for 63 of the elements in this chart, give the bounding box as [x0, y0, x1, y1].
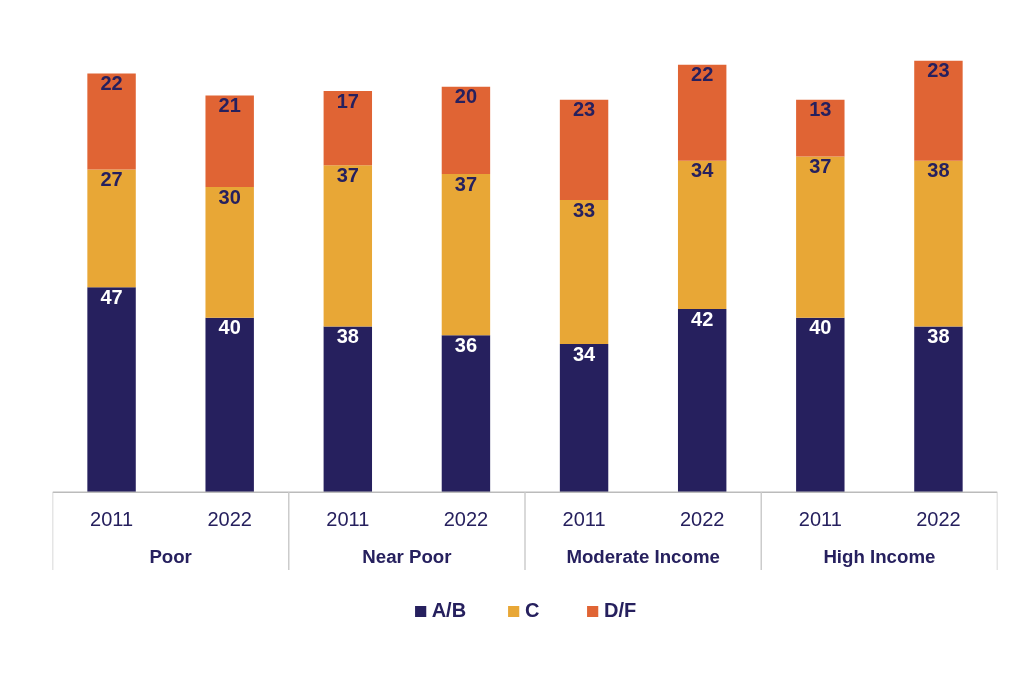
bar [559, 344, 609, 493]
bar [87, 169, 136, 288]
x-tick-label: 2011 [90, 508, 134, 531]
x-tick-label: 2011 [326, 508, 370, 531]
bar [796, 156, 845, 318]
text: High Income [823, 545, 936, 567]
bar [914, 160, 963, 327]
text: Poor [149, 545, 192, 567]
bar [677, 160, 727, 310]
data-label: 13 [809, 98, 832, 121]
bar [914, 326, 963, 493]
bar [323, 91, 373, 166]
bar [323, 165, 373, 327]
bar [205, 95, 254, 187]
bar [559, 200, 609, 345]
x-tick-label: 2011 [798, 508, 842, 531]
data-label: 40 [218, 316, 241, 339]
text: Moderate Income [566, 545, 720, 567]
bar [441, 173, 491, 336]
data-label: 23 [927, 59, 950, 82]
bar [323, 326, 373, 493]
x-tick-label: 2011 [562, 508, 606, 531]
bar [677, 309, 727, 493]
data-label: 40 [809, 316, 832, 339]
legend-label: C [525, 599, 541, 622]
data-label: 37 [454, 172, 478, 195]
data-label: 47 [100, 285, 123, 308]
data-label: 38 [927, 325, 950, 348]
data-label: 42 [691, 307, 714, 330]
data-label: 23 [572, 98, 596, 121]
data-label: 33 [572, 198, 596, 221]
bar [441, 335, 491, 493]
bar [205, 317, 254, 493]
bar [559, 99, 609, 201]
data-label: 38 [927, 159, 950, 182]
bar [441, 86, 491, 174]
data-label: 20 [454, 85, 478, 108]
legend-label: D/F [604, 599, 637, 622]
data-label: 22 [100, 72, 123, 95]
bar [914, 60, 963, 161]
x-tick-label: 2022 [916, 508, 961, 531]
bar [87, 287, 136, 493]
x-tick-label: 2022 [443, 508, 489, 531]
legend-label: A/B [431, 599, 467, 622]
bar [205, 186, 254, 318]
data-label: 34 [691, 159, 715, 182]
data-label: 37 [809, 155, 832, 178]
bar [796, 317, 845, 493]
data-label: 21 [218, 93, 241, 116]
bar [796, 99, 845, 157]
data-label: 37 [336, 163, 359, 186]
data-label: 34 [572, 342, 597, 365]
x-tick-label: 2022 [679, 508, 725, 531]
data-label: 30 [218, 185, 241, 208]
bar [87, 73, 136, 170]
data-label: 17 [336, 89, 359, 112]
x-tick-label: 2022 [207, 508, 252, 531]
data-label: 27 [100, 168, 123, 191]
bar [677, 64, 727, 161]
data-label: 36 [454, 333, 478, 356]
data-label: 38 [336, 325, 359, 348]
data-label: 22 [691, 63, 714, 86]
text: Near Poor [362, 545, 452, 567]
